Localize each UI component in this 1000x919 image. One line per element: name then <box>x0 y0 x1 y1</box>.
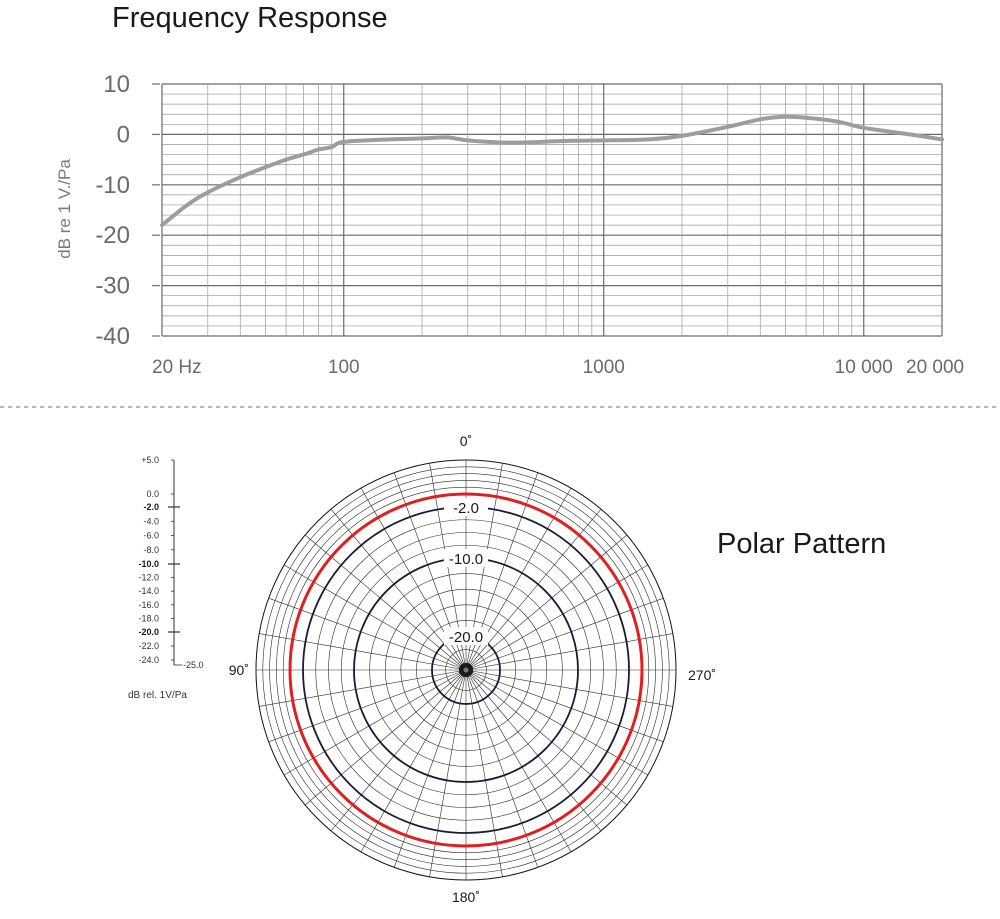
fr-title: Frequency Response <box>112 2 388 34</box>
polar-grid-spoke <box>465 597 664 671</box>
polar-grid-spoke <box>304 669 467 806</box>
fr-x-tick-label: 100 <box>328 357 360 378</box>
fr-y-tick-label: -40 <box>95 323 130 350</box>
polar-angle-labels: 0˚ 90˚ 180˚ 270˚ <box>229 433 716 905</box>
fr-y-tick-label: -20 <box>95 222 130 249</box>
polar-series-line <box>288 492 644 848</box>
polar-scale-label: -2.0 <box>143 502 159 512</box>
polar-grid-spoke <box>465 669 664 743</box>
polar-angle-label: 270˚ <box>688 667 716 683</box>
polar-grid <box>255 459 677 881</box>
polar-grid-spoke <box>330 669 467 832</box>
polar-scale-unit: dB rel. 1V/Pa <box>128 690 187 701</box>
fr-y-ticks: 10 0 -10 -20 -30 -40 <box>95 71 160 350</box>
polar-grid-spoke <box>268 597 467 671</box>
polar-ring-label-bg <box>444 627 488 645</box>
polar-ring-label: -20.0 <box>449 629 483 646</box>
polar-ring-label: -2.0 <box>453 500 479 517</box>
polar-grid-spoke <box>465 669 539 868</box>
polar-grid-spoke <box>268 669 467 743</box>
fr-series-line <box>160 114 944 228</box>
polar-scale-bar: +5.0 0.0 -2.0 -4.0 -6.0 -8.0 -10.0 -12.0 -14.0 -1… <box>128 455 204 701</box>
polar-scale-label: -14.0 <box>138 586 159 596</box>
polar-ring-labels: -2.0 -10.0 -20.0 <box>444 498 488 646</box>
polar-scale-label: -25.0 <box>183 660 204 670</box>
polar-grid-spoke <box>465 534 628 671</box>
polar-scale-label: -16.0 <box>138 600 159 610</box>
polar-grid-spoke <box>393 669 467 868</box>
polar-scale-label: -10.0 <box>138 559 159 569</box>
polar-grid-spoke <box>330 508 467 671</box>
fr-y-tick-label: -10 <box>95 172 130 199</box>
polar-scale-label: +5.0 <box>141 455 159 465</box>
polar-scale-label: -6.0 <box>143 531 159 541</box>
fr-grid <box>161 83 943 337</box>
polar-angle-label: 90˚ <box>229 662 249 678</box>
polar-ring-label-bg <box>444 549 488 567</box>
fr-x-ticks: 20 Hz 100 1000 10 000 20 000 <box>152 357 964 378</box>
polar-grid-spoke <box>465 508 602 671</box>
polar-angle-label: 0˚ <box>460 433 472 449</box>
polar-scale-label: -18.0 <box>138 613 159 623</box>
polar-grid-spoke <box>465 669 628 806</box>
polar-center-dot <box>463 667 469 673</box>
fr-x-tick-label: 20 000 <box>906 357 964 378</box>
fr-y-tick-label: 10 <box>103 71 130 98</box>
polar-scale-label: -12.0 <box>138 573 159 583</box>
fr-x-tick-label: 1000 <box>583 357 625 378</box>
fr-y-axis-label: dB re 1 V./Pa <box>55 159 74 259</box>
polar-ring-label: -10.0 <box>449 551 483 568</box>
polar-scale-label: -20.0 <box>138 627 159 637</box>
fr-y-tick-label: 0 <box>117 121 130 148</box>
polar-grid-spoke <box>304 534 467 671</box>
polar-angle-label: 180˚ <box>452 889 480 905</box>
polar-ring-label-bg <box>444 498 488 516</box>
fr-y-tick-label: -30 <box>95 273 130 300</box>
polar-scale-label: -4.0 <box>143 516 159 526</box>
polar-scale-label: 0.0 <box>146 489 159 499</box>
polar-scale-label: -24.0 <box>138 655 159 665</box>
polar-scale-label: -8.0 <box>143 545 159 555</box>
fr-x-tick-label: 20 Hz <box>152 357 202 378</box>
fr-x-tick-label: 10 000 <box>835 357 893 378</box>
polar-title: Polar Pattern <box>717 528 886 560</box>
polar-scale-label: -22.0 <box>138 641 159 651</box>
polar-grid-spoke <box>465 669 602 832</box>
